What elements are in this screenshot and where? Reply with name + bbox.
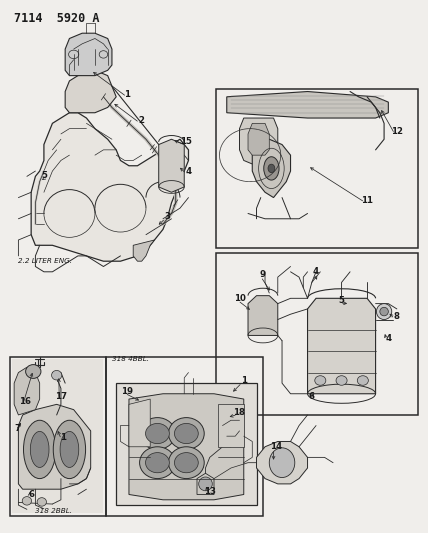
- Ellipse shape: [269, 448, 295, 478]
- Ellipse shape: [146, 423, 169, 443]
- Text: 3: 3: [164, 212, 170, 221]
- Polygon shape: [14, 367, 40, 415]
- Text: 5: 5: [339, 296, 345, 305]
- Ellipse shape: [26, 365, 41, 378]
- Text: 6: 6: [28, 490, 34, 499]
- Polygon shape: [65, 33, 112, 76]
- Ellipse shape: [357, 376, 369, 385]
- Text: 8: 8: [394, 312, 400, 321]
- Bar: [216, 253, 418, 415]
- Text: 13: 13: [204, 487, 216, 496]
- Text: 7: 7: [15, 424, 21, 433]
- Text: 18: 18: [234, 408, 246, 417]
- Polygon shape: [133, 240, 155, 261]
- Polygon shape: [218, 405, 244, 447]
- Text: 318 4BBL.: 318 4BBL.: [112, 356, 149, 362]
- Ellipse shape: [169, 418, 204, 449]
- Ellipse shape: [268, 164, 275, 173]
- Bar: [216, 89, 418, 248]
- Ellipse shape: [315, 376, 326, 385]
- Polygon shape: [308, 298, 376, 394]
- Text: 318 2BBL.: 318 2BBL.: [36, 508, 72, 514]
- Bar: [106, 357, 263, 516]
- Ellipse shape: [146, 453, 169, 473]
- Ellipse shape: [60, 431, 79, 467]
- Text: 5: 5: [41, 171, 47, 180]
- Text: 17: 17: [55, 392, 67, 401]
- Ellipse shape: [175, 423, 198, 443]
- Polygon shape: [129, 394, 244, 500]
- Ellipse shape: [377, 304, 392, 319]
- Text: 1: 1: [241, 376, 247, 385]
- Text: 4: 4: [313, 268, 319, 276]
- Text: 4: 4: [385, 334, 391, 343]
- Ellipse shape: [140, 447, 175, 479]
- Text: 19: 19: [121, 386, 133, 395]
- Text: 12: 12: [391, 127, 403, 136]
- Polygon shape: [197, 473, 214, 495]
- Text: 10: 10: [234, 294, 245, 303]
- Ellipse shape: [380, 308, 388, 316]
- Polygon shape: [116, 383, 256, 505]
- Text: 2.2 LITER ENG.: 2.2 LITER ENG.: [18, 258, 72, 264]
- Text: 4: 4: [185, 166, 192, 175]
- Ellipse shape: [51, 370, 62, 380]
- Ellipse shape: [175, 453, 198, 473]
- Ellipse shape: [22, 497, 32, 505]
- Text: 7114  5920 A: 7114 5920 A: [14, 12, 100, 25]
- Ellipse shape: [37, 498, 47, 506]
- Polygon shape: [227, 92, 388, 118]
- Polygon shape: [248, 123, 269, 155]
- Text: 11: 11: [361, 196, 373, 205]
- Text: 14: 14: [270, 442, 282, 451]
- Ellipse shape: [30, 431, 49, 467]
- Polygon shape: [129, 399, 150, 447]
- Polygon shape: [252, 139, 291, 198]
- Polygon shape: [256, 441, 308, 484]
- Ellipse shape: [169, 447, 204, 479]
- Text: 1: 1: [124, 90, 130, 99]
- Ellipse shape: [140, 418, 175, 449]
- Polygon shape: [159, 139, 184, 192]
- Ellipse shape: [264, 157, 279, 180]
- Ellipse shape: [199, 477, 212, 491]
- Bar: [10, 357, 106, 516]
- Ellipse shape: [53, 420, 86, 479]
- Polygon shape: [65, 70, 116, 113]
- Ellipse shape: [24, 420, 56, 479]
- Text: 2: 2: [139, 116, 145, 125]
- Polygon shape: [240, 118, 278, 166]
- Ellipse shape: [336, 376, 347, 385]
- Polygon shape: [12, 359, 104, 513]
- Text: 6: 6: [309, 392, 315, 401]
- Polygon shape: [31, 113, 188, 261]
- Text: 9: 9: [260, 270, 266, 279]
- Text: 16: 16: [19, 397, 31, 406]
- Polygon shape: [248, 296, 278, 335]
- Text: 1: 1: [60, 433, 66, 442]
- Polygon shape: [18, 405, 91, 489]
- Text: 15: 15: [181, 138, 192, 147]
